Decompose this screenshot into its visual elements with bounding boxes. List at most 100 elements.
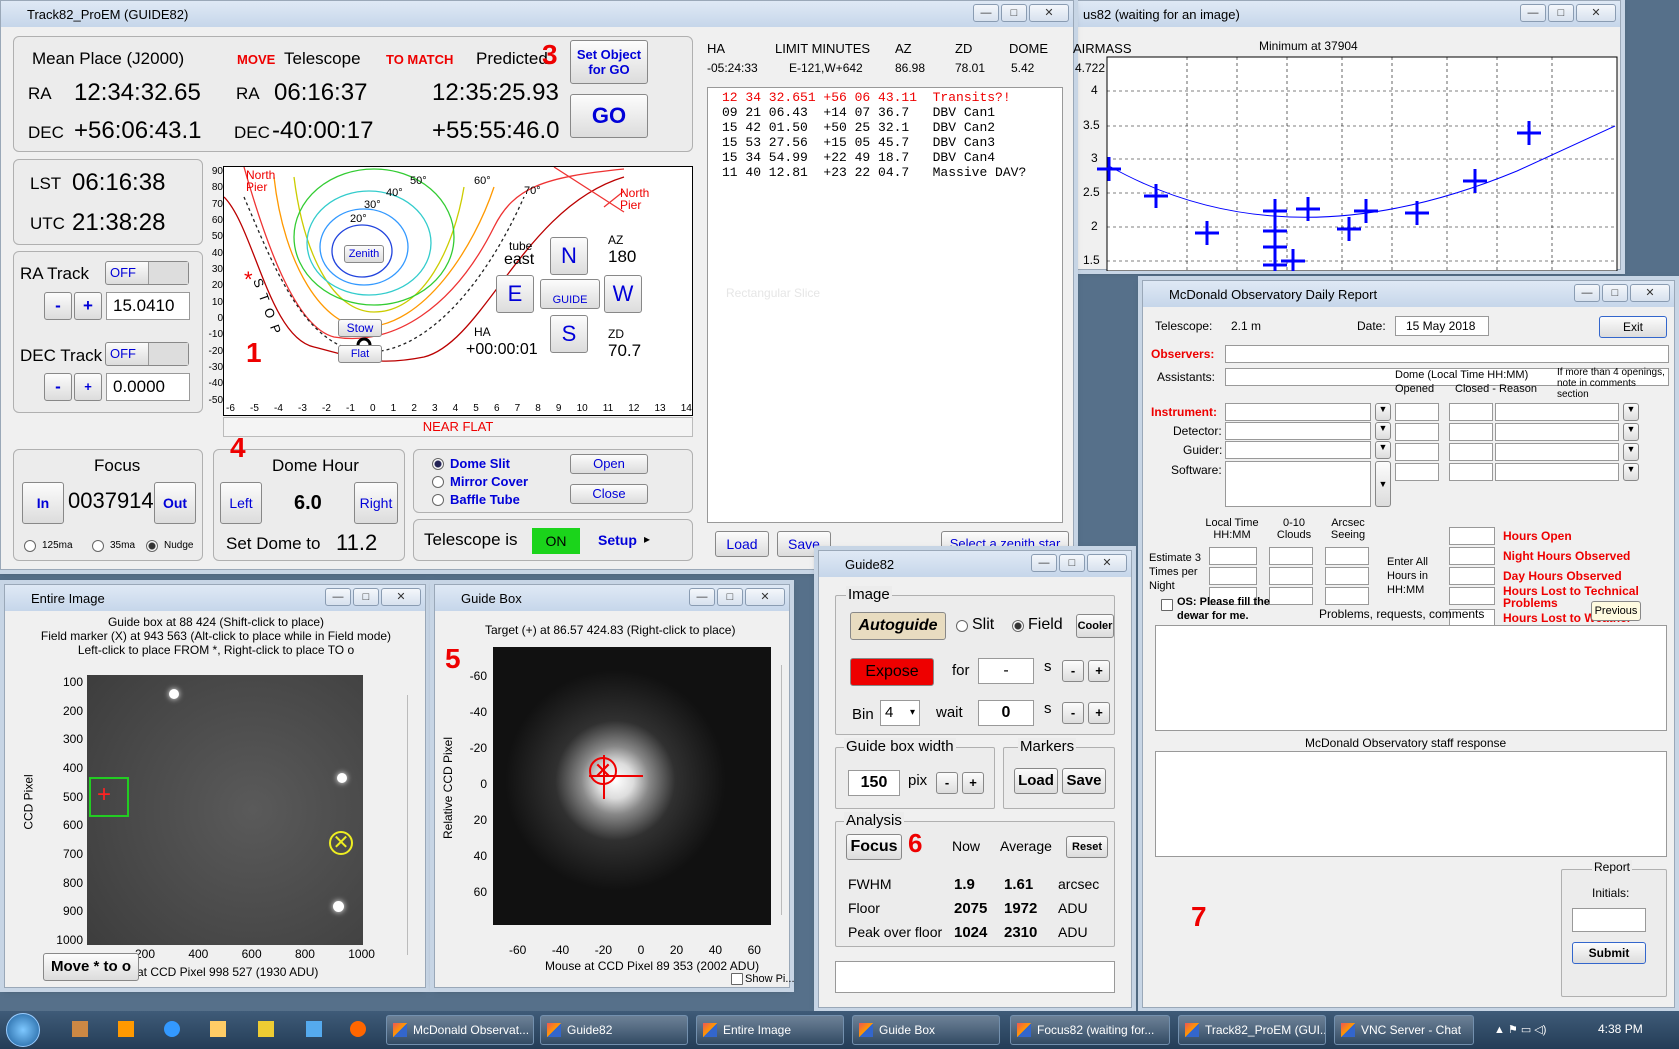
guide-box-width-field[interactable]: 150	[848, 770, 900, 796]
close-icon[interactable]: ✕	[745, 588, 785, 606]
tray-icons[interactable]: ▲ ⚑ ▭ ◁)	[1494, 1024, 1547, 1036]
entire-image-titlebar[interactable]: Entire Image — □ ✕	[5, 585, 425, 611]
list-item[interactable]: 15 34 54.99 +22 49 18.7 DBV Can4	[722, 150, 996, 165]
chevron-down-icon[interactable]: ▼	[1375, 441, 1391, 459]
west-button[interactable]: W	[604, 275, 642, 313]
start-button[interactable]	[6, 1013, 40, 1047]
reset-button[interactable]: Reset	[1066, 836, 1108, 858]
focus-analysis-button[interactable]: Focus	[846, 834, 902, 860]
date-field[interactable]: 15 May 2018	[1395, 316, 1489, 336]
save-list-button[interactable]: Save	[777, 531, 831, 557]
initials-field[interactable]	[1572, 908, 1646, 932]
go-button[interactable]: GO	[570, 94, 648, 138]
taskbar-item[interactable]: McDonald Observat...	[386, 1015, 534, 1045]
chevron-down-icon[interactable]: ▼	[1375, 461, 1391, 507]
close-icon[interactable]: ✕	[1576, 4, 1616, 22]
previous-button[interactable]: Previous	[1591, 601, 1641, 621]
east-button[interactable]: E	[496, 275, 534, 313]
close-icon[interactable]: ✕	[381, 588, 421, 606]
radio-mirror-cover[interactable]	[432, 476, 444, 488]
stow-button[interactable]: Stow	[338, 319, 382, 337]
radio-field[interactable]	[1012, 620, 1024, 632]
radio-35ma[interactable]	[92, 540, 104, 552]
close-button[interactable]: Close	[570, 484, 648, 504]
list-item[interactable]: 09 21 06.43 +14 07 36.7 DBV Can1	[722, 105, 996, 120]
guide-button[interactable]: GUIDE	[540, 279, 600, 309]
north-button[interactable]: N	[550, 237, 588, 275]
dec-rate-plus-button[interactable]: +	[74, 373, 102, 401]
quicklaunch-icon[interactable]	[118, 1021, 134, 1037]
maximize-icon[interactable]: □	[1001, 4, 1027, 22]
daily-report-titlebar[interactable]: McDonald Observatory Daily Report — □ ✕	[1143, 281, 1674, 307]
exposure-minus-button[interactable]: -	[1062, 660, 1084, 682]
dec-rate-field[interactable]: 0.0000	[106, 373, 190, 401]
set-object-button[interactable]: Set Object for GO	[570, 40, 648, 84]
quicklaunch-icon[interactable]	[258, 1021, 274, 1037]
zenith-button[interactable]: Zenith	[344, 245, 384, 263]
sky-chart[interactable]: North Pier North Pier 20° 30° 40° 50° 60…	[223, 166, 693, 416]
minimize-icon[interactable]: —	[1031, 554, 1057, 572]
list-item[interactable]: 11 40 12.81 +23 22 04.7 Massive DAV?	[722, 165, 1027, 180]
radio-slit[interactable]	[956, 620, 968, 632]
focus-in-button[interactable]: In	[22, 482, 64, 524]
scrollbar[interactable]	[407, 695, 415, 955]
chevron-down-icon[interactable]: ▼	[1375, 403, 1391, 421]
radio-baffle-tube[interactable]	[432, 494, 444, 506]
taskbar-item[interactable]: VNC Server - Chat	[1334, 1015, 1474, 1045]
radio-nudge[interactable]	[146, 540, 158, 552]
ra-rate-minus-button[interactable]: -	[44, 292, 72, 320]
quicklaunch-icon[interactable]	[306, 1021, 322, 1037]
focus82-titlebar[interactable]: us82 (waiting for an image) — □ ✕	[1077, 1, 1620, 27]
maximize-icon[interactable]: □	[1602, 284, 1628, 302]
minimize-icon[interactable]: —	[1574, 284, 1600, 302]
observers-field[interactable]	[1225, 345, 1669, 363]
show-pixels-checkbox[interactable]	[731, 973, 743, 985]
firefox-icon[interactable]	[350, 1021, 366, 1037]
quicklaunch-icon[interactable]	[72, 1021, 88, 1037]
dome-left-button[interactable]: Left	[220, 482, 262, 524]
close-icon[interactable]: ✕	[1630, 284, 1670, 302]
maximize-icon[interactable]: □	[353, 588, 379, 606]
setup-button[interactable]: Setup	[598, 532, 637, 548]
ra-rate-plus-button[interactable]: +	[74, 292, 102, 320]
list-item[interactable]: 12 34 32.651 +56 06 43.11 Transits?!	[722, 90, 1011, 105]
guide82-titlebar[interactable]: Guide82 — □ ✕	[819, 551, 1131, 577]
maximize-icon[interactable]: □	[1059, 554, 1085, 572]
ra-track-toggle[interactable]: OFF	[105, 261, 189, 285]
exposure-time-field[interactable]: -	[978, 658, 1034, 684]
gbw-minus-button[interactable]: -	[936, 772, 958, 794]
guide-box-canvas[interactable]: ✕	[493, 647, 771, 925]
taskbar-item[interactable]: Guide82	[540, 1015, 688, 1045]
close-icon[interactable]: ✕	[1029, 4, 1069, 22]
assistants-field[interactable]	[1225, 368, 1669, 386]
field-marker[interactable]: ✕	[329, 831, 353, 855]
autoguide-button[interactable]: Autoguide	[850, 612, 946, 640]
radio-dome-slit[interactable]	[432, 458, 444, 470]
bin-select[interactable]: 4 ▾	[880, 700, 920, 726]
staff-response-textarea[interactable]	[1155, 751, 1667, 857]
focus-out-button[interactable]: Out	[154, 482, 196, 524]
chevron-down-icon[interactable]: ▼	[1375, 422, 1391, 440]
flat-button[interactable]: Flat	[338, 345, 382, 363]
close-icon[interactable]: ✕	[1087, 554, 1127, 572]
problems-textarea[interactable]	[1155, 625, 1667, 731]
folder-icon[interactable]	[210, 1021, 226, 1037]
detector-select[interactable]	[1225, 422, 1371, 440]
list-item[interactable]: 15 53 27.56 +15 05 45.7 DBV Can3	[722, 135, 996, 150]
taskbar-item[interactable]: Focus82 (waiting for...	[1010, 1015, 1170, 1045]
markers-save-button[interactable]: Save	[1062, 768, 1106, 794]
markers-load-button[interactable]: Load	[1014, 768, 1058, 794]
dome-right-button[interactable]: Right	[354, 482, 398, 524]
maximize-icon[interactable]: □	[717, 588, 743, 606]
ra-rate-field[interactable]: 15.0410	[106, 292, 190, 320]
dec-track-toggle[interactable]: OFF	[105, 342, 189, 366]
submit-button[interactable]: Submit	[1572, 942, 1646, 964]
exposure-plus-button[interactable]: +	[1088, 660, 1110, 682]
object-list[interactable]: 12 34 32.651 +56 06 43.11 Transits?! 09 …	[707, 87, 1063, 523]
minimize-icon[interactable]: —	[973, 4, 999, 22]
minimize-icon[interactable]: —	[689, 588, 715, 606]
entire-image-canvas[interactable]: + ✕	[87, 675, 363, 945]
open-button[interactable]: Open	[570, 454, 648, 474]
taskbar-item[interactable]: Guide Box	[852, 1015, 1000, 1045]
minimize-icon[interactable]: —	[1520, 4, 1546, 22]
